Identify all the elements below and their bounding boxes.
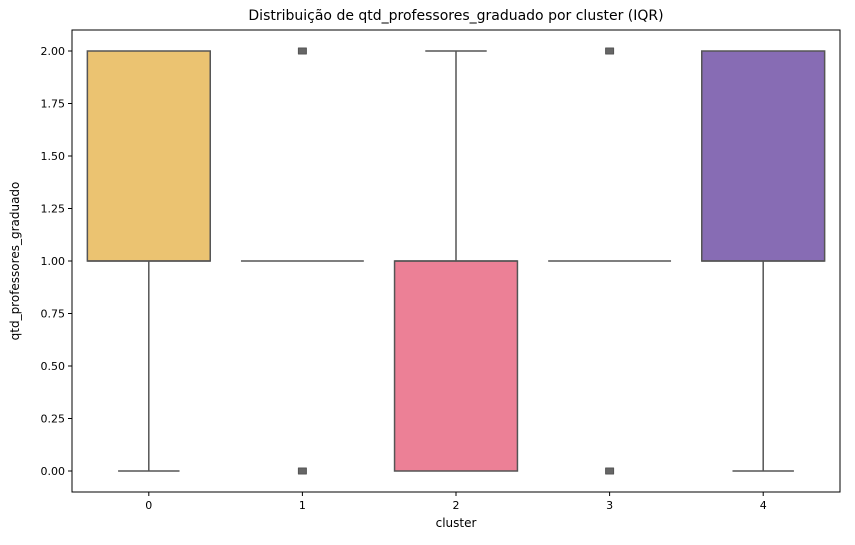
outlier-point bbox=[297, 467, 307, 475]
y-tick-label: 1.75 bbox=[41, 98, 66, 111]
y-tick-label: 1.25 bbox=[41, 203, 66, 216]
box-iqr bbox=[86, 50, 211, 262]
plot-area: 0.00 0.25 0.50 0.75 1.00 1.25 1.50 1.75 2.00 0 1 2 3… bbox=[41, 29, 841, 512]
x-tick-label: 0 bbox=[145, 499, 152, 512]
outlier-point bbox=[297, 47, 307, 55]
y-tick-label: 0.00 bbox=[41, 465, 66, 478]
x-tick-label: 4 bbox=[760, 499, 767, 512]
x-axis-label: cluster bbox=[436, 516, 477, 530]
y-tick-label: 1.00 bbox=[41, 255, 66, 268]
y-tick-label: 0.75 bbox=[41, 308, 66, 321]
x-tick-label: 1 bbox=[299, 499, 306, 512]
y-axis-label: qtd_professores_graduado bbox=[8, 182, 22, 341]
x-tick-label: 2 bbox=[453, 499, 460, 512]
box-iqr bbox=[701, 50, 826, 262]
y-tick-label: 0.50 bbox=[41, 360, 66, 373]
outlier-point bbox=[605, 47, 615, 55]
y-tick-label: 2.00 bbox=[41, 45, 66, 58]
outlier-point bbox=[605, 467, 615, 475]
box-iqr bbox=[393, 260, 519, 472]
chart-title: Distribuição de qtd_professores_graduado… bbox=[248, 8, 663, 24]
y-tick-label: 1.50 bbox=[41, 150, 66, 163]
y-tick-label: 0.25 bbox=[41, 413, 66, 426]
x-tick-label: 3 bbox=[606, 499, 613, 512]
